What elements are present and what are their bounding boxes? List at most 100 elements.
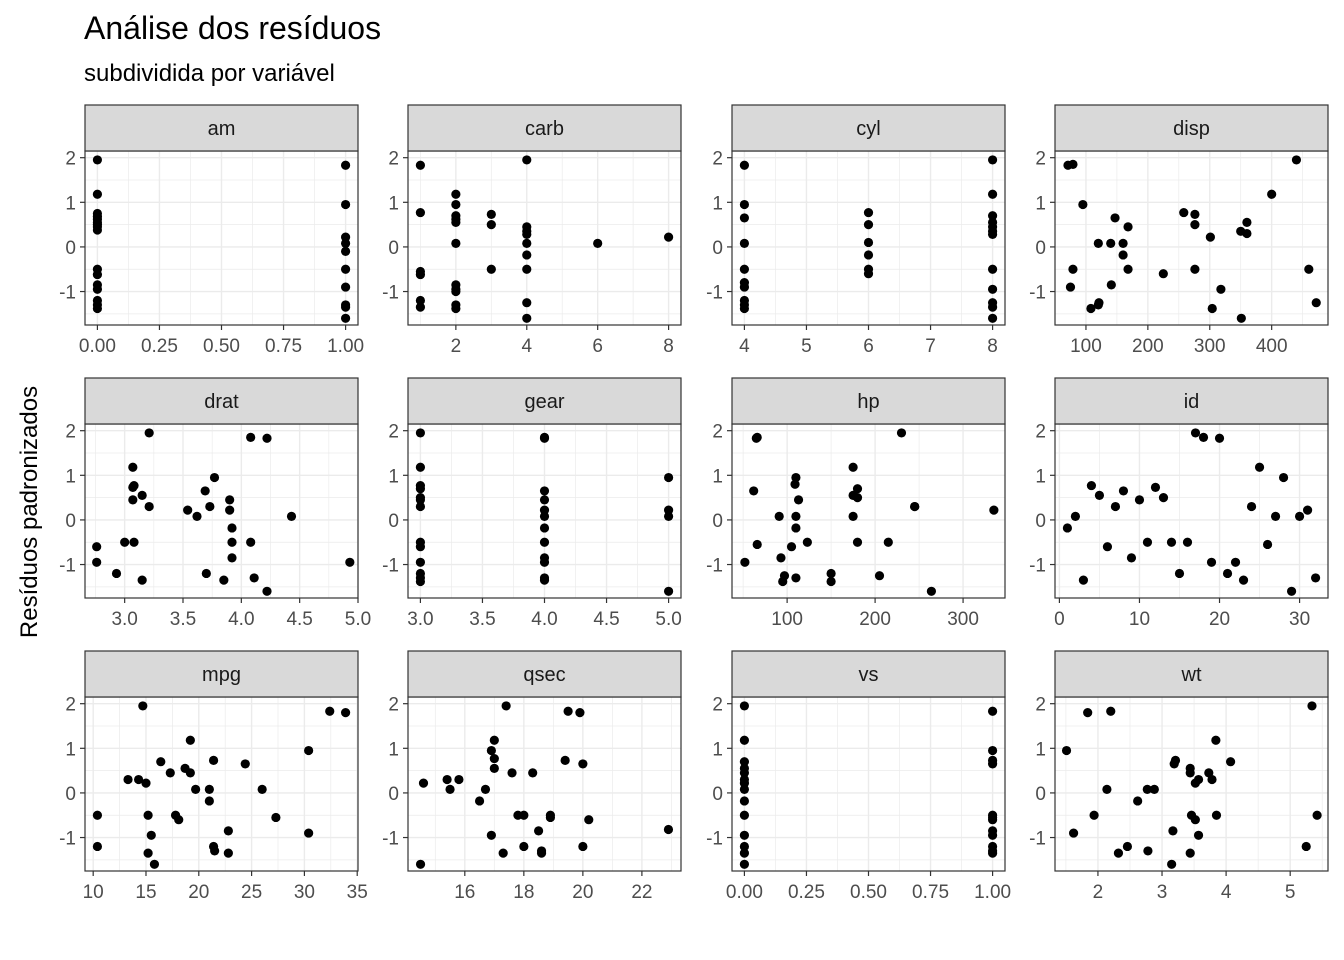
y-tick-label: 2 — [1035, 695, 1046, 716]
facet-strip-label: carb — [525, 118, 564, 140]
data-point — [286, 511, 297, 521]
data-point — [262, 433, 272, 443]
x-tick-label: 4 — [1221, 882, 1232, 903]
data-point — [575, 708, 585, 718]
y-tick-label: 0 — [388, 238, 399, 259]
data-point — [1207, 303, 1217, 314]
data-point — [1242, 217, 1252, 227]
data-point — [340, 264, 351, 274]
data-point — [92, 557, 102, 567]
data-point — [739, 830, 750, 840]
y-tick-label: 1 — [1035, 466, 1046, 487]
data-point — [539, 557, 550, 567]
data-point — [1254, 462, 1265, 472]
panel-background — [85, 697, 358, 871]
x-tick-label: 5 — [801, 336, 812, 357]
y-tick-label: 2 — [65, 149, 76, 170]
data-point — [144, 428, 154, 438]
x-tick-label: 0.50 — [850, 882, 887, 903]
facet-strip-label: hp — [857, 391, 879, 413]
x-tick-label: 400 — [1256, 336, 1288, 357]
data-point — [415, 501, 426, 512]
facet-hp: hp -1 0 1 2 100 200 300 — [706, 377, 1006, 630]
data-point — [451, 189, 461, 199]
data-point — [1068, 828, 1079, 838]
facet-strip — [407, 377, 682, 425]
x-tick-label: 4.5 — [286, 609, 312, 630]
data-point — [149, 859, 160, 869]
data-point — [92, 810, 103, 820]
data-point — [987, 848, 998, 858]
data-point — [989, 505, 999, 515]
data-point — [987, 815, 998, 825]
data-point — [227, 553, 237, 563]
data-point — [137, 490, 147, 500]
data-point — [987, 706, 998, 716]
data-point — [415, 207, 426, 218]
data-point — [219, 575, 229, 585]
data-point — [739, 213, 750, 223]
y-tick-label: 0 — [388, 511, 399, 532]
y-tick-label: 1 — [388, 193, 399, 214]
data-point — [223, 826, 233, 836]
data-point — [486, 220, 496, 230]
x-tick-label: 3.0 — [407, 609, 433, 630]
data-point — [442, 774, 452, 785]
data-point — [1149, 784, 1159, 794]
y-tick-label: 0 — [712, 238, 723, 259]
data-point — [749, 486, 759, 496]
panel-background — [408, 697, 681, 871]
data-point — [987, 313, 998, 323]
data-point — [120, 537, 130, 547]
data-point — [779, 571, 790, 581]
data-point — [128, 495, 138, 505]
x-tick-label: 6 — [863, 336, 874, 357]
data-point — [987, 229, 998, 240]
data-point — [1174, 568, 1185, 579]
data-point — [340, 160, 351, 170]
data-point — [1190, 428, 1201, 438]
panel-background — [85, 424, 358, 598]
x-tick-label: 5.0 — [345, 609, 371, 630]
data-point — [522, 313, 532, 323]
y-tick-label: 0 — [65, 238, 76, 259]
data-point — [445, 784, 455, 794]
data-point — [204, 796, 214, 806]
data-point — [1236, 313, 1246, 323]
chart-title: Análise dos resíduos — [84, 10, 382, 46]
x-tick-label: 30 — [1289, 609, 1310, 630]
data-point — [739, 238, 750, 248]
data-point — [262, 586, 272, 596]
data-point — [740, 557, 750, 567]
y-tick-label: 1 — [712, 739, 723, 760]
x-tick-label: 3.0 — [111, 609, 137, 630]
data-point — [578, 841, 588, 852]
y-tick-label: -1 — [59, 556, 76, 577]
facet-am: am -1 0 1 2 0.00 0.25 0.50 0.75 1.00 — [59, 104, 364, 357]
data-point — [522, 250, 532, 260]
y-tick-label: -1 — [382, 283, 399, 304]
x-tick-label: 100 — [771, 609, 803, 630]
data-point — [143, 810, 153, 820]
data-point — [560, 755, 570, 765]
facet-strip — [84, 377, 359, 425]
x-tick-label: 200 — [1132, 336, 1164, 357]
data-point — [418, 778, 429, 788]
data-point — [1302, 505, 1313, 515]
data-point — [987, 211, 998, 221]
data-point — [489, 753, 499, 764]
data-point — [522, 298, 532, 308]
data-point — [578, 759, 588, 769]
facet-strip-label: disp — [1173, 118, 1210, 140]
data-point — [1123, 222, 1133, 232]
data-point — [451, 199, 461, 210]
data-point — [454, 774, 464, 785]
data-point — [790, 479, 800, 489]
data-point — [1118, 486, 1129, 496]
data-point — [1142, 784, 1152, 794]
data-point — [137, 575, 147, 585]
data-point — [584, 815, 594, 825]
y-tick-label: 2 — [388, 695, 399, 716]
data-point — [123, 774, 133, 785]
y-tick-label: -1 — [59, 829, 76, 850]
